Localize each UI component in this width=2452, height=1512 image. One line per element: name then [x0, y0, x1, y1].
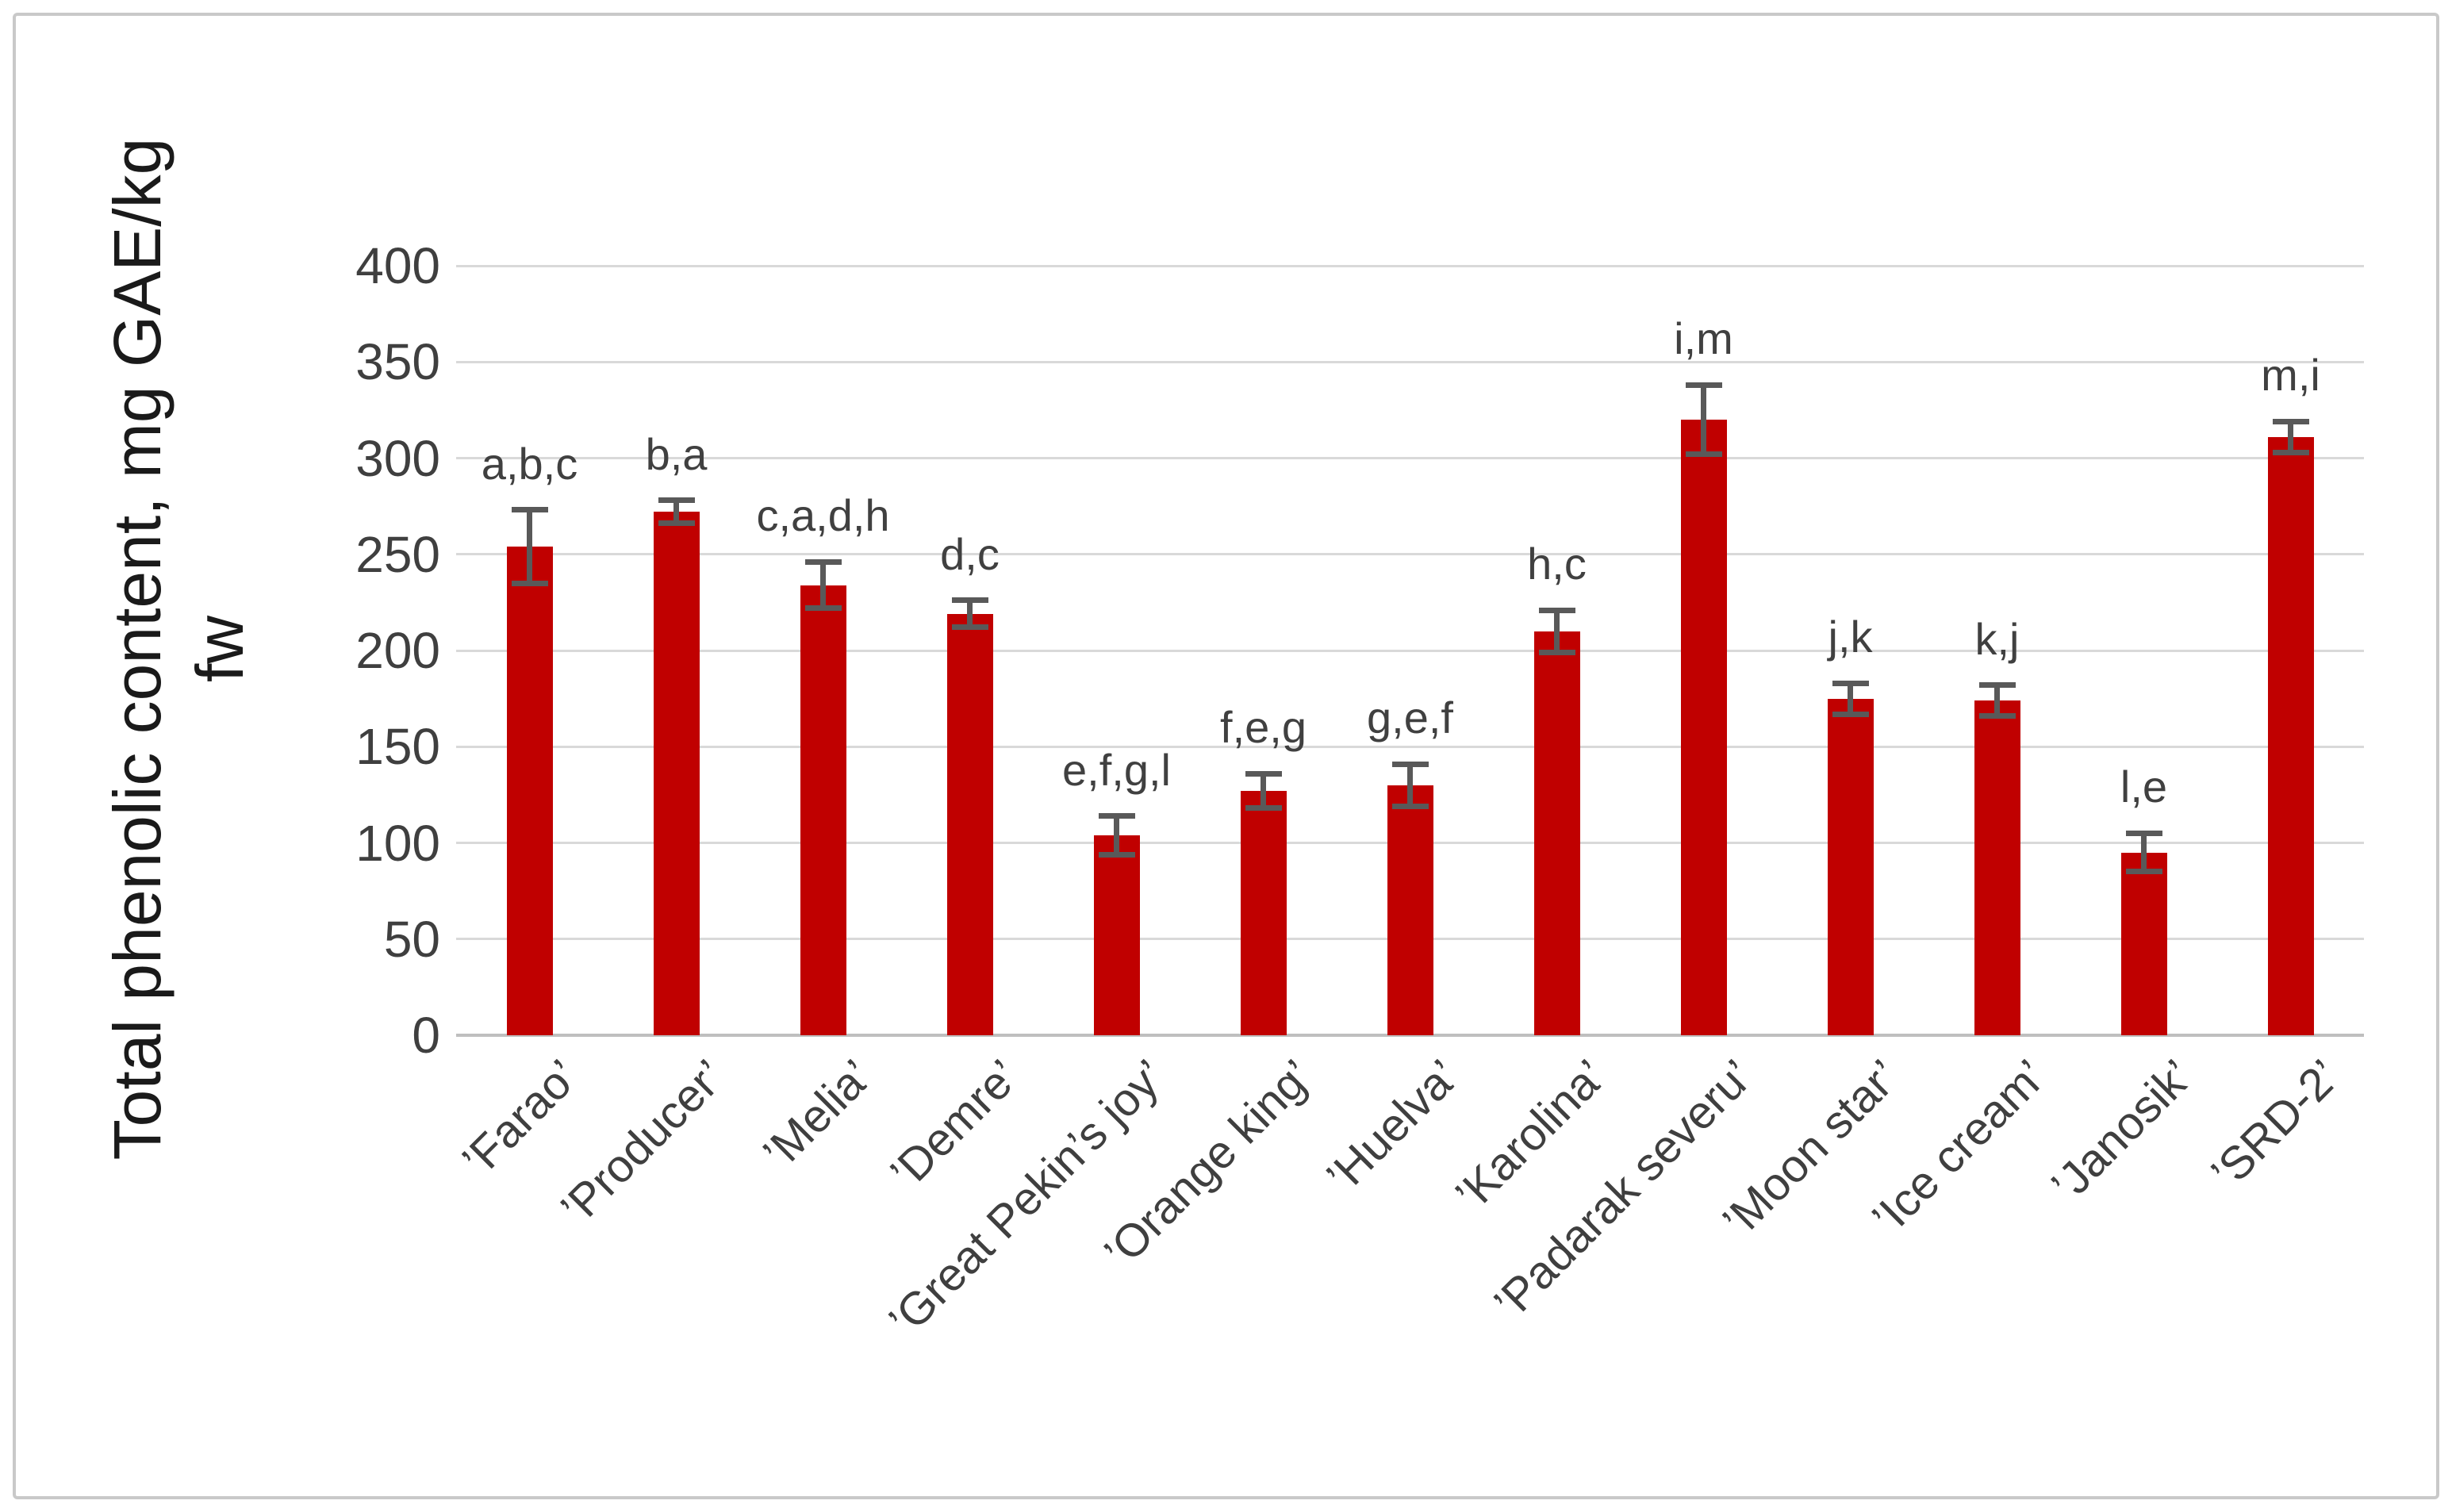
error-bar-cap-top	[2125, 830, 2162, 836]
error-bar-cap-bottom	[1245, 805, 1282, 812]
bar-11	[1974, 700, 2020, 1035]
significance-label-3: c,a,d,h	[756, 490, 890, 541]
error-bar-line	[820, 562, 826, 608]
error-bar-cap-top	[1832, 680, 1869, 686]
significance-label-8: h,c	[1527, 539, 1587, 589]
significance-label-13: m,i	[2261, 350, 2320, 401]
error-bar-cap-bottom	[804, 605, 842, 612]
error-bar-cap-bottom	[1685, 451, 1722, 458]
y-tick-label-350: 350	[355, 333, 440, 391]
bar-13	[2267, 436, 2314, 1035]
significance-label-11: k,j	[1974, 613, 2020, 664]
error-bar-cap-bottom	[1978, 712, 2016, 719]
significance-label-5: e,f,g,l	[1062, 744, 1171, 795]
significance-label-10: j,k	[1828, 612, 1873, 662]
error-bar-cap-top	[1391, 761, 1429, 767]
error-bar-line	[527, 509, 532, 584]
y-tick-label-150: 150	[355, 718, 440, 776]
error-bar-line	[1554, 610, 1560, 653]
error-bar-cap-top	[804, 558, 842, 565]
significance-label-12: l,e	[2120, 762, 2168, 812]
error-bar-cap-top	[658, 497, 695, 504]
bar-5	[1093, 835, 1140, 1035]
bar-10	[1827, 698, 1874, 1035]
y-tick-label-200: 200	[355, 622, 440, 679]
bar-4	[946, 613, 993, 1035]
error-bar-cap-bottom	[511, 580, 548, 586]
x-axis-line	[456, 1034, 2364, 1037]
error-bar-cap-top	[2272, 418, 2309, 424]
error-bar-cap-top	[951, 597, 988, 604]
gridline-y300	[456, 457, 2364, 459]
gridline-y350	[456, 360, 2364, 363]
y-tick-label-50: 50	[383, 910, 440, 968]
significance-label-1: a,b,c	[481, 438, 578, 489]
error-bar-line	[1848, 683, 1853, 715]
gridline-y250	[456, 553, 2364, 556]
y-tick-label-400: 400	[355, 237, 440, 294]
significance-label-4: d,c	[940, 528, 1000, 579]
error-bar-line	[1701, 385, 1706, 455]
error-bar-line	[2288, 421, 2293, 453]
error-bar-cap-bottom	[658, 520, 695, 527]
significance-label-7: g,e,f	[1367, 693, 1453, 743]
error-bar-line	[2141, 833, 2147, 872]
figure-border	[13, 13, 2439, 1499]
error-bar-cap-bottom	[1832, 711, 1869, 717]
error-bar-cap-top	[1098, 813, 1135, 819]
bar-6	[1240, 791, 1287, 1035]
error-bar-line	[673, 500, 679, 524]
y-tick-label-100: 100	[355, 814, 440, 872]
error-bar-line	[1261, 773, 1266, 808]
error-bar-cap-bottom	[1098, 851, 1135, 858]
error-bar-line	[967, 600, 973, 627]
gridline-y200	[456, 649, 2364, 652]
error-bar-cap-bottom	[1538, 649, 1575, 655]
bar-8	[1533, 631, 1580, 1035]
error-bar-cap-bottom	[1391, 803, 1429, 809]
bar-2	[653, 512, 700, 1035]
significance-label-6: f,e,g	[1220, 702, 1307, 753]
bar-12	[2120, 852, 2167, 1035]
error-bar-cap-bottom	[2272, 449, 2309, 455]
y-axis-title-text: Total phenolic content, mg GAE/kg fw	[96, 0, 261, 1323]
error-bar-line	[1114, 815, 1119, 855]
bar-3	[800, 585, 846, 1035]
y-tick-label-0: 0	[412, 1007, 440, 1064]
bar-9	[1680, 420, 1727, 1035]
error-bar-line	[1407, 764, 1413, 807]
y-tick-label-300: 300	[355, 429, 440, 487]
error-bar-cap-bottom	[2125, 869, 2162, 875]
gridline-y400	[456, 264, 2364, 267]
bar-7	[1387, 785, 1433, 1035]
y-axis-title-line1: Total phenolic content, mg GAE/kg	[100, 137, 175, 1161]
error-bar-line	[1994, 685, 2000, 716]
error-bar-cap-top	[1685, 382, 1722, 388]
error-bar-cap-bottom	[951, 624, 988, 631]
y-tick-label-250: 250	[355, 525, 440, 583]
error-bar-cap-top	[1245, 770, 1282, 777]
error-bar-cap-top	[1978, 682, 2016, 689]
significance-label-9: i,m	[1674, 313, 1733, 364]
bar-1	[506, 547, 553, 1035]
error-bar-cap-top	[1538, 607, 1575, 613]
error-bar-cap-top	[511, 507, 548, 513]
significance-label-2: b,a	[645, 428, 708, 479]
y-axis-title-line2: fw	[182, 616, 257, 682]
gridline-y150	[456, 745, 2364, 748]
